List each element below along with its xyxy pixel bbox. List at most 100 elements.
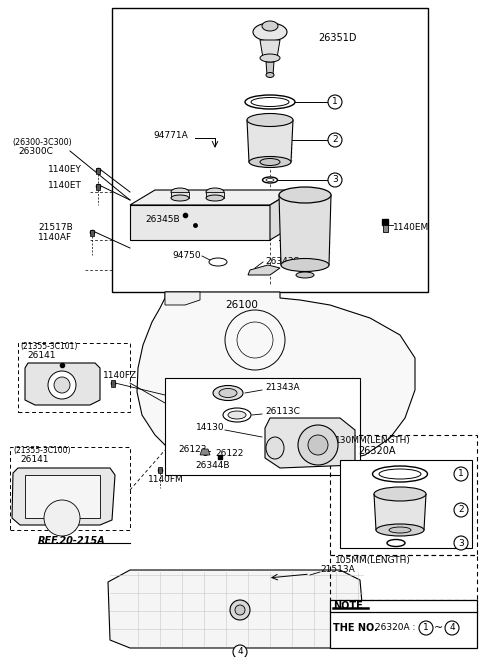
Ellipse shape	[374, 487, 426, 501]
Polygon shape	[383, 225, 388, 232]
Polygon shape	[158, 467, 162, 473]
Ellipse shape	[206, 188, 224, 196]
Polygon shape	[25, 475, 100, 518]
Ellipse shape	[387, 539, 405, 547]
Ellipse shape	[206, 195, 224, 201]
Bar	[165, 378, 360, 475]
Polygon shape	[171, 192, 189, 198]
Text: 26100: 26100	[225, 300, 258, 310]
Text: 26343S: 26343S	[265, 258, 299, 267]
Text: THE NO.: THE NO.	[333, 623, 378, 633]
Polygon shape	[137, 292, 415, 472]
Circle shape	[454, 503, 468, 517]
Text: 21517B: 21517B	[38, 223, 73, 233]
Ellipse shape	[279, 187, 331, 203]
Ellipse shape	[379, 469, 421, 479]
Ellipse shape	[219, 388, 237, 397]
Circle shape	[454, 536, 468, 550]
Circle shape	[445, 621, 459, 635]
Polygon shape	[165, 292, 200, 305]
Text: 1140FZ: 1140FZ	[103, 371, 137, 380]
Bar	[10, 447, 130, 530]
Ellipse shape	[266, 179, 274, 181]
Ellipse shape	[247, 114, 293, 127]
Text: 94771A: 94771A	[153, 131, 188, 139]
Polygon shape	[25, 363, 100, 405]
Text: 26344B: 26344B	[195, 461, 229, 470]
Text: 26141: 26141	[27, 351, 56, 361]
Text: NOTE: NOTE	[333, 601, 363, 611]
Bar	[340, 460, 472, 548]
Text: 2: 2	[458, 505, 464, 514]
Text: 3: 3	[332, 175, 338, 185]
Polygon shape	[279, 195, 331, 265]
Polygon shape	[96, 168, 100, 174]
Polygon shape	[111, 380, 115, 387]
Circle shape	[328, 133, 342, 147]
Ellipse shape	[228, 411, 246, 419]
Circle shape	[328, 173, 342, 187]
Text: (21355-3C100): (21355-3C100)	[13, 447, 71, 455]
Ellipse shape	[389, 527, 411, 533]
Text: 21513A: 21513A	[320, 566, 355, 574]
Circle shape	[419, 621, 433, 635]
Ellipse shape	[251, 97, 289, 106]
Text: 1140EY: 1140EY	[48, 166, 82, 175]
Text: 1140FM: 1140FM	[148, 476, 184, 484]
Ellipse shape	[213, 386, 243, 401]
Bar	[112, 8, 428, 292]
Ellipse shape	[253, 23, 287, 41]
Polygon shape	[12, 468, 115, 525]
Bar	[330, 555, 477, 600]
Polygon shape	[247, 120, 293, 162]
Ellipse shape	[171, 195, 189, 201]
Text: 3: 3	[458, 539, 464, 547]
Text: 130MM(LENGTH): 130MM(LENGTH)	[335, 436, 411, 445]
Ellipse shape	[281, 258, 329, 271]
Polygon shape	[206, 192, 224, 198]
Text: 105MM(LENGTH): 105MM(LENGTH)	[335, 556, 411, 566]
Ellipse shape	[260, 158, 280, 166]
Text: 1140EM: 1140EM	[393, 223, 429, 233]
Circle shape	[298, 425, 338, 465]
Text: 1: 1	[423, 623, 429, 633]
Circle shape	[54, 377, 70, 393]
Circle shape	[44, 500, 80, 536]
Polygon shape	[130, 205, 270, 240]
Polygon shape	[130, 190, 295, 205]
Circle shape	[235, 605, 245, 615]
Text: 4: 4	[237, 648, 243, 656]
Polygon shape	[96, 184, 100, 190]
Text: 1: 1	[332, 97, 338, 106]
Text: REF.20-215A: REF.20-215A	[38, 536, 106, 546]
Text: 14130: 14130	[196, 424, 225, 432]
Text: 94750: 94750	[172, 252, 201, 260]
Ellipse shape	[171, 188, 189, 196]
Ellipse shape	[266, 72, 274, 78]
Polygon shape	[248, 265, 280, 275]
Ellipse shape	[372, 466, 428, 482]
Text: ~: ~	[434, 623, 443, 633]
Polygon shape	[260, 40, 280, 58]
Circle shape	[48, 371, 76, 399]
Polygon shape	[108, 570, 365, 648]
Text: 4: 4	[449, 623, 455, 633]
Circle shape	[328, 95, 342, 109]
Text: 26351D: 26351D	[318, 33, 357, 43]
Polygon shape	[374, 494, 426, 530]
Polygon shape	[90, 230, 94, 236]
Ellipse shape	[296, 272, 314, 278]
Text: (26300-3C300): (26300-3C300)	[12, 139, 72, 148]
Ellipse shape	[263, 177, 277, 183]
Polygon shape	[270, 190, 295, 240]
Ellipse shape	[209, 258, 227, 266]
Text: 26113C: 26113C	[265, 407, 300, 417]
Polygon shape	[265, 418, 355, 468]
Text: 26300C: 26300C	[18, 148, 53, 156]
Ellipse shape	[260, 54, 280, 62]
Text: 26320A: 26320A	[358, 446, 396, 456]
Ellipse shape	[266, 437, 284, 459]
Polygon shape	[266, 62, 274, 75]
Circle shape	[230, 600, 250, 620]
Circle shape	[454, 467, 468, 481]
